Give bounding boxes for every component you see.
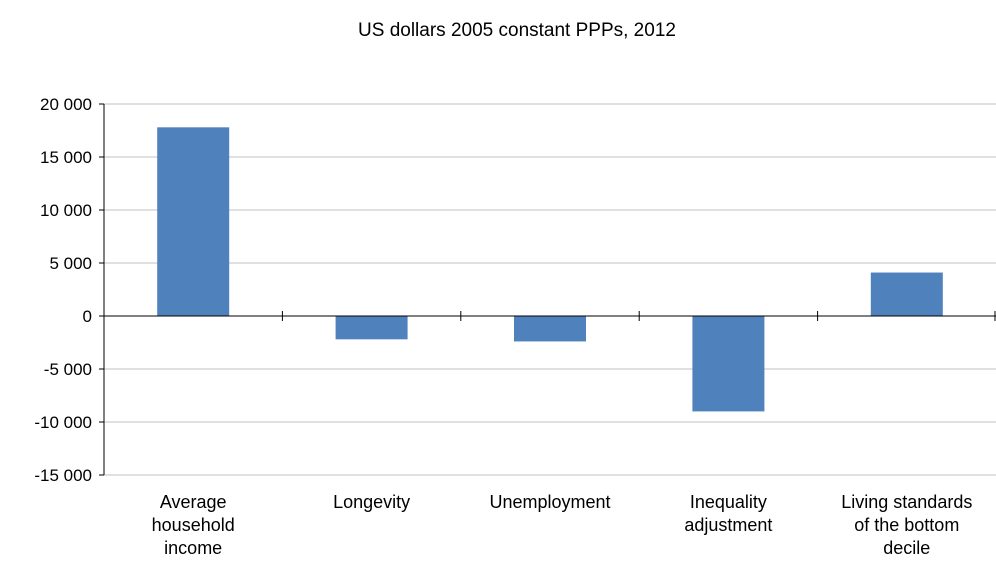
- x-axis-categories: Average household income Longevity Unemploym…: [152, 492, 973, 558]
- y-tick-label: 0: [83, 307, 92, 326]
- x-category-label-line: Living standards: [841, 492, 972, 512]
- y-tick-label: -10 000: [34, 413, 92, 432]
- x-category-label: Average household income: [152, 492, 235, 558]
- x-category-label-line: adjustment: [684, 515, 772, 535]
- y-tick-label: 5 000: [49, 254, 92, 273]
- x-category-label-line: Longevity: [333, 492, 410, 512]
- x-category-label-line: of the bottom: [854, 515, 959, 535]
- x-category-label: Living standards of the bottom decile: [841, 492, 972, 558]
- x-category-label: Longevity: [333, 492, 410, 512]
- y-tick-label: 15 000: [40, 148, 92, 167]
- x-category-label-line: decile: [883, 538, 930, 558]
- y-tick-label: 10 000: [40, 201, 92, 220]
- x-category-label-line: Inequality: [690, 492, 767, 512]
- gridlines: [104, 103, 996, 476]
- y-tick-label: -15 000: [34, 466, 92, 485]
- y-axis-ticks: 20 000 15 000 10 000 5 000 0 -5 000 -10 000 -15…: [34, 95, 92, 485]
- x-category-label: Unemployment: [489, 492, 610, 512]
- bar: [157, 127, 230, 316]
- x-category-label-line: Unemployment: [489, 492, 610, 512]
- x-category-label-line: Average: [160, 492, 227, 512]
- x-category-label-line: income: [164, 538, 222, 558]
- bar: [335, 316, 408, 340]
- axes: [99, 103, 996, 476]
- y-tick-label: -5 000: [44, 360, 92, 379]
- bar: [514, 316, 586, 342]
- y-tick-label: 20 000: [40, 95, 92, 114]
- x-category-label: Inequality adjustment: [684, 492, 772, 535]
- bar: [870, 272, 943, 316]
- x-category-label-line: household: [152, 515, 235, 535]
- chart-title: US dollars 2005 constant PPPs, 2012: [358, 20, 676, 41]
- bars: [157, 127, 943, 412]
- bar: [692, 316, 765, 412]
